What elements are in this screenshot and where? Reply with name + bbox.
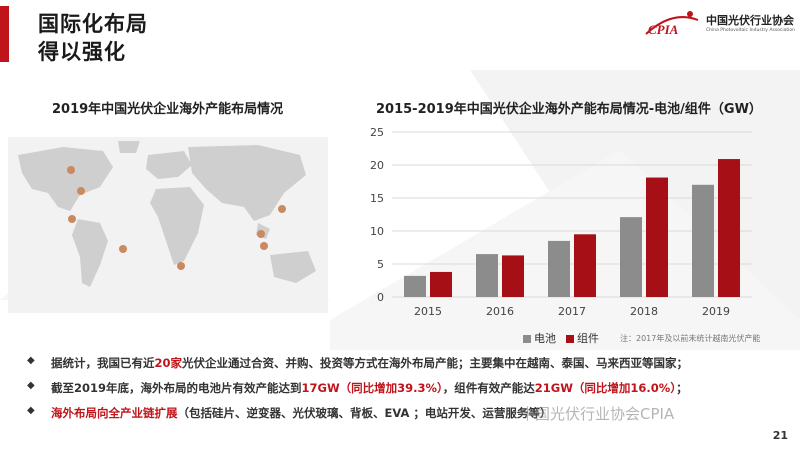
cpia-logo-mark: CPIA (645, 11, 699, 37)
bullet-text: 据统计，我国已有近20家光伏企业通过合资、并购、投资等方式在海外布局产能；主要集… (51, 355, 688, 371)
map-marker (67, 166, 75, 174)
map-marker (68, 215, 76, 223)
logo-name-en: China Photovoltaic Industry Association (706, 28, 796, 33)
bullet-text-part: 据统计，我国已有近 (51, 356, 155, 370)
map-marker (77, 187, 85, 195)
bar-modules (646, 177, 668, 297)
slide-title-line-1: 国际化布局 (38, 12, 148, 36)
legend-label-modules: 组件 (577, 332, 599, 345)
bullet-text-part: ，组件有效产能达 (442, 381, 535, 395)
legend-label-cells: 电池 (534, 332, 556, 345)
highlight-text: 17GW（同比增加39.3%） (301, 381, 443, 395)
bullet-text: 截至2019年底，海外布局的电池片有效产能达到17GW（同比增加39.3%），组… (51, 380, 688, 396)
bullet-text-part: 截至2019年底，海外布局的电池片有效产能达到 (51, 381, 302, 395)
y-tick-label: 0 (377, 291, 384, 304)
y-tick-label: 20 (370, 159, 384, 172)
bar-cells (548, 240, 570, 297)
world-map-panel (8, 137, 328, 313)
map-section-title: 2019年中国光伏企业海外产能布局情况 (52, 102, 284, 117)
y-tick-label: 15 (370, 192, 384, 205)
bullet-text-part: （包括硅片、逆变器、光伏玻璃、背板、EVA ；电站开发、 (177, 406, 483, 420)
y-tick-label: 25 (370, 126, 384, 139)
bar-cells (404, 275, 426, 297)
chart-title: 2015-2019年中国光伏企业海外产能布局情况-电池/组件（GW） (376, 102, 762, 117)
watermark-text: 中国光伏行业协会CPIA (520, 405, 675, 423)
x-tick-label: 2018 (630, 305, 658, 318)
page-number: 21 (772, 429, 788, 442)
map-marker (257, 230, 265, 238)
bullet-text: 海外布局向全产业链扩展（包括硅片、逆变器、光伏玻璃、背板、EVA ；电站开发、运… (51, 405, 551, 421)
y-tick-label: 10 (370, 225, 384, 238)
map-marker (260, 242, 268, 250)
world-map (18, 141, 316, 287)
bullet-text-part: 光伏企业通过合资、并购、投资等方式在海外布局产能；主要集中在越南、泰国、马来西亚… (182, 356, 689, 370)
cpia-logo-text: CPIA (648, 22, 679, 37)
x-tick-label: 2015 (414, 305, 442, 318)
capacity-bar-chart: 0 5 10 15 20 25 2015 2016 2017 2018 2019 (370, 126, 752, 318)
legend-swatch-modules (566, 335, 574, 343)
bar-cells (620, 217, 642, 297)
x-tick-label: 2019 (702, 305, 730, 318)
bar-modules (430, 271, 452, 297)
bar-cells (692, 184, 714, 297)
logo-name-cn: 中国光伏行业协会 (706, 14, 794, 27)
bullet-text-part: 运营服务等） (482, 406, 552, 420)
map-marker (177, 262, 185, 270)
legend-item-cells: 电池 (523, 330, 556, 346)
legend-item-modules: 组件 (566, 330, 599, 346)
legend-swatch-cells (523, 335, 531, 343)
highlight-text: 海外布局向全产业链扩展 (51, 406, 178, 420)
bullet-marker: ◆ (27, 380, 35, 391)
highlight-text: 21GW（同比增加16.0%） (534, 381, 677, 395)
x-tick-label: 2017 (558, 305, 586, 318)
map-marker (119, 245, 127, 253)
chart-note: 注：2017年及以前未统计越南光伏产能 (620, 334, 761, 343)
bar-modules (718, 159, 740, 297)
bullet-text-part: ； (676, 381, 688, 395)
continents (18, 141, 316, 287)
map-marker (278, 205, 286, 213)
highlight-text: 20家 (154, 356, 183, 370)
y-tick-label: 5 (377, 258, 384, 271)
bar-cells (476, 254, 498, 297)
title-accent-bar (0, 6, 9, 62)
x-tick-label: 2016 (486, 305, 514, 318)
bullet-marker: ◆ (27, 355, 35, 366)
capacity-markers (67, 166, 286, 270)
bar-modules (502, 255, 524, 297)
cpia-logo: CPIA 中国光伏行业协会 China Photovoltaic Industr… (640, 8, 795, 42)
slide-title-line-2: 得以强化 (38, 40, 126, 64)
bar-modules (574, 234, 596, 297)
bullet-marker: ◆ (27, 405, 35, 416)
